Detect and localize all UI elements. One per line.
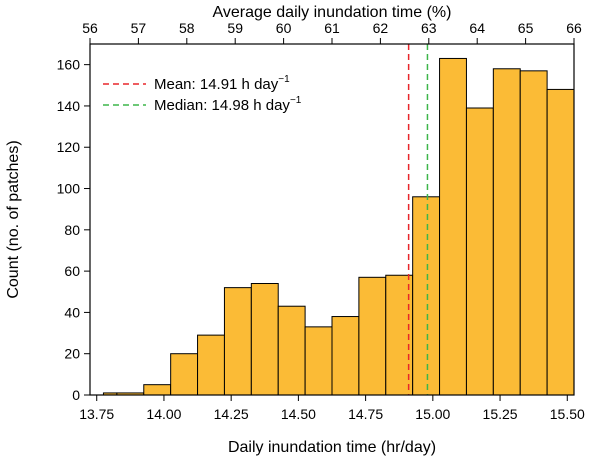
histogram-bar xyxy=(492,68,521,396)
top-tick-label: 59 xyxy=(227,20,243,36)
top-tick-label: 61 xyxy=(324,20,340,36)
histogram-bar xyxy=(358,276,387,396)
histogram-bar xyxy=(412,196,441,396)
y-tick-label: 120 xyxy=(57,139,81,155)
x-tick-label: 15.00 xyxy=(415,406,450,422)
histogram-bar xyxy=(143,384,172,396)
histogram-bar xyxy=(465,107,494,396)
histogram-bar xyxy=(277,305,306,396)
histogram-bars xyxy=(102,57,575,396)
histogram-bar xyxy=(331,316,360,396)
top-tick-label: 60 xyxy=(276,20,292,36)
y-tick-label: 160 xyxy=(57,57,81,73)
x-tick-label: 14.00 xyxy=(146,406,181,422)
y-tick-label: 0 xyxy=(72,387,80,403)
top-tick-label: 64 xyxy=(469,20,485,36)
x-axis-ticks: 13.75 14.00 14.25 14.50 14.75 15.00 15.25 15.50 xyxy=(79,395,585,422)
top-axis-title: Average daily inundation time (%) xyxy=(213,4,452,21)
x-tick-label: 14.25 xyxy=(214,406,249,422)
histogram-bar xyxy=(170,353,199,396)
legend-mean-sup: −1 xyxy=(278,74,290,85)
x-tick-label: 14.75 xyxy=(348,406,383,422)
top-tick-label: 57 xyxy=(131,20,147,36)
y-tick-label: 20 xyxy=(64,346,80,362)
legend-median-label: Median: 14.98 h day−1 xyxy=(154,95,302,114)
y-axis-ticks: 0 20 40 60 80 100 120 140 160 xyxy=(57,57,90,403)
x-tick-label: 15.25 xyxy=(483,406,518,422)
legend-mean-text: Mean: 14.91 h day xyxy=(154,76,279,93)
y-tick-label: 100 xyxy=(57,181,81,197)
top-tick-label: 62 xyxy=(373,20,389,36)
histogram-bar xyxy=(519,70,548,396)
top-tick-label: 65 xyxy=(518,20,534,36)
x-tick-label: 15.50 xyxy=(550,406,585,422)
top-tick-label: 63 xyxy=(421,20,437,36)
histogram-bar xyxy=(250,283,279,396)
y-tick-label: 40 xyxy=(64,304,80,320)
histogram-bar xyxy=(439,57,467,396)
top-tick-label: 66 xyxy=(566,20,582,36)
top-tick-label: 58 xyxy=(179,20,195,36)
x-axis-title: Daily inundation time (hr/day) xyxy=(228,439,436,456)
legend-mean-label: Mean: 14.91 h day−1 xyxy=(154,74,290,93)
histogram-bar xyxy=(304,326,333,396)
y-axis-title: Count (no. of patches) xyxy=(5,140,22,298)
top-tick-label: 56 xyxy=(82,20,98,36)
histogram-bar xyxy=(197,334,225,396)
x-tick-label: 13.75 xyxy=(79,406,114,422)
x-tick-label: 14.50 xyxy=(281,406,316,422)
legend-median-sup: −1 xyxy=(290,95,302,106)
y-tick-label: 140 xyxy=(57,98,81,114)
histogram-bar xyxy=(223,287,252,396)
y-tick-label: 80 xyxy=(64,222,80,238)
top-axis-ticks: 56 57 58 59 60 61 62 63 64 65 66 xyxy=(82,20,582,44)
legend: Mean: 14.91 h day−1 Median: 14.98 h day−… xyxy=(103,74,302,114)
legend-median-text: Median: 14.98 h day xyxy=(154,97,290,114)
y-tick-label: 60 xyxy=(64,263,80,279)
histogram-bar xyxy=(546,88,575,396)
